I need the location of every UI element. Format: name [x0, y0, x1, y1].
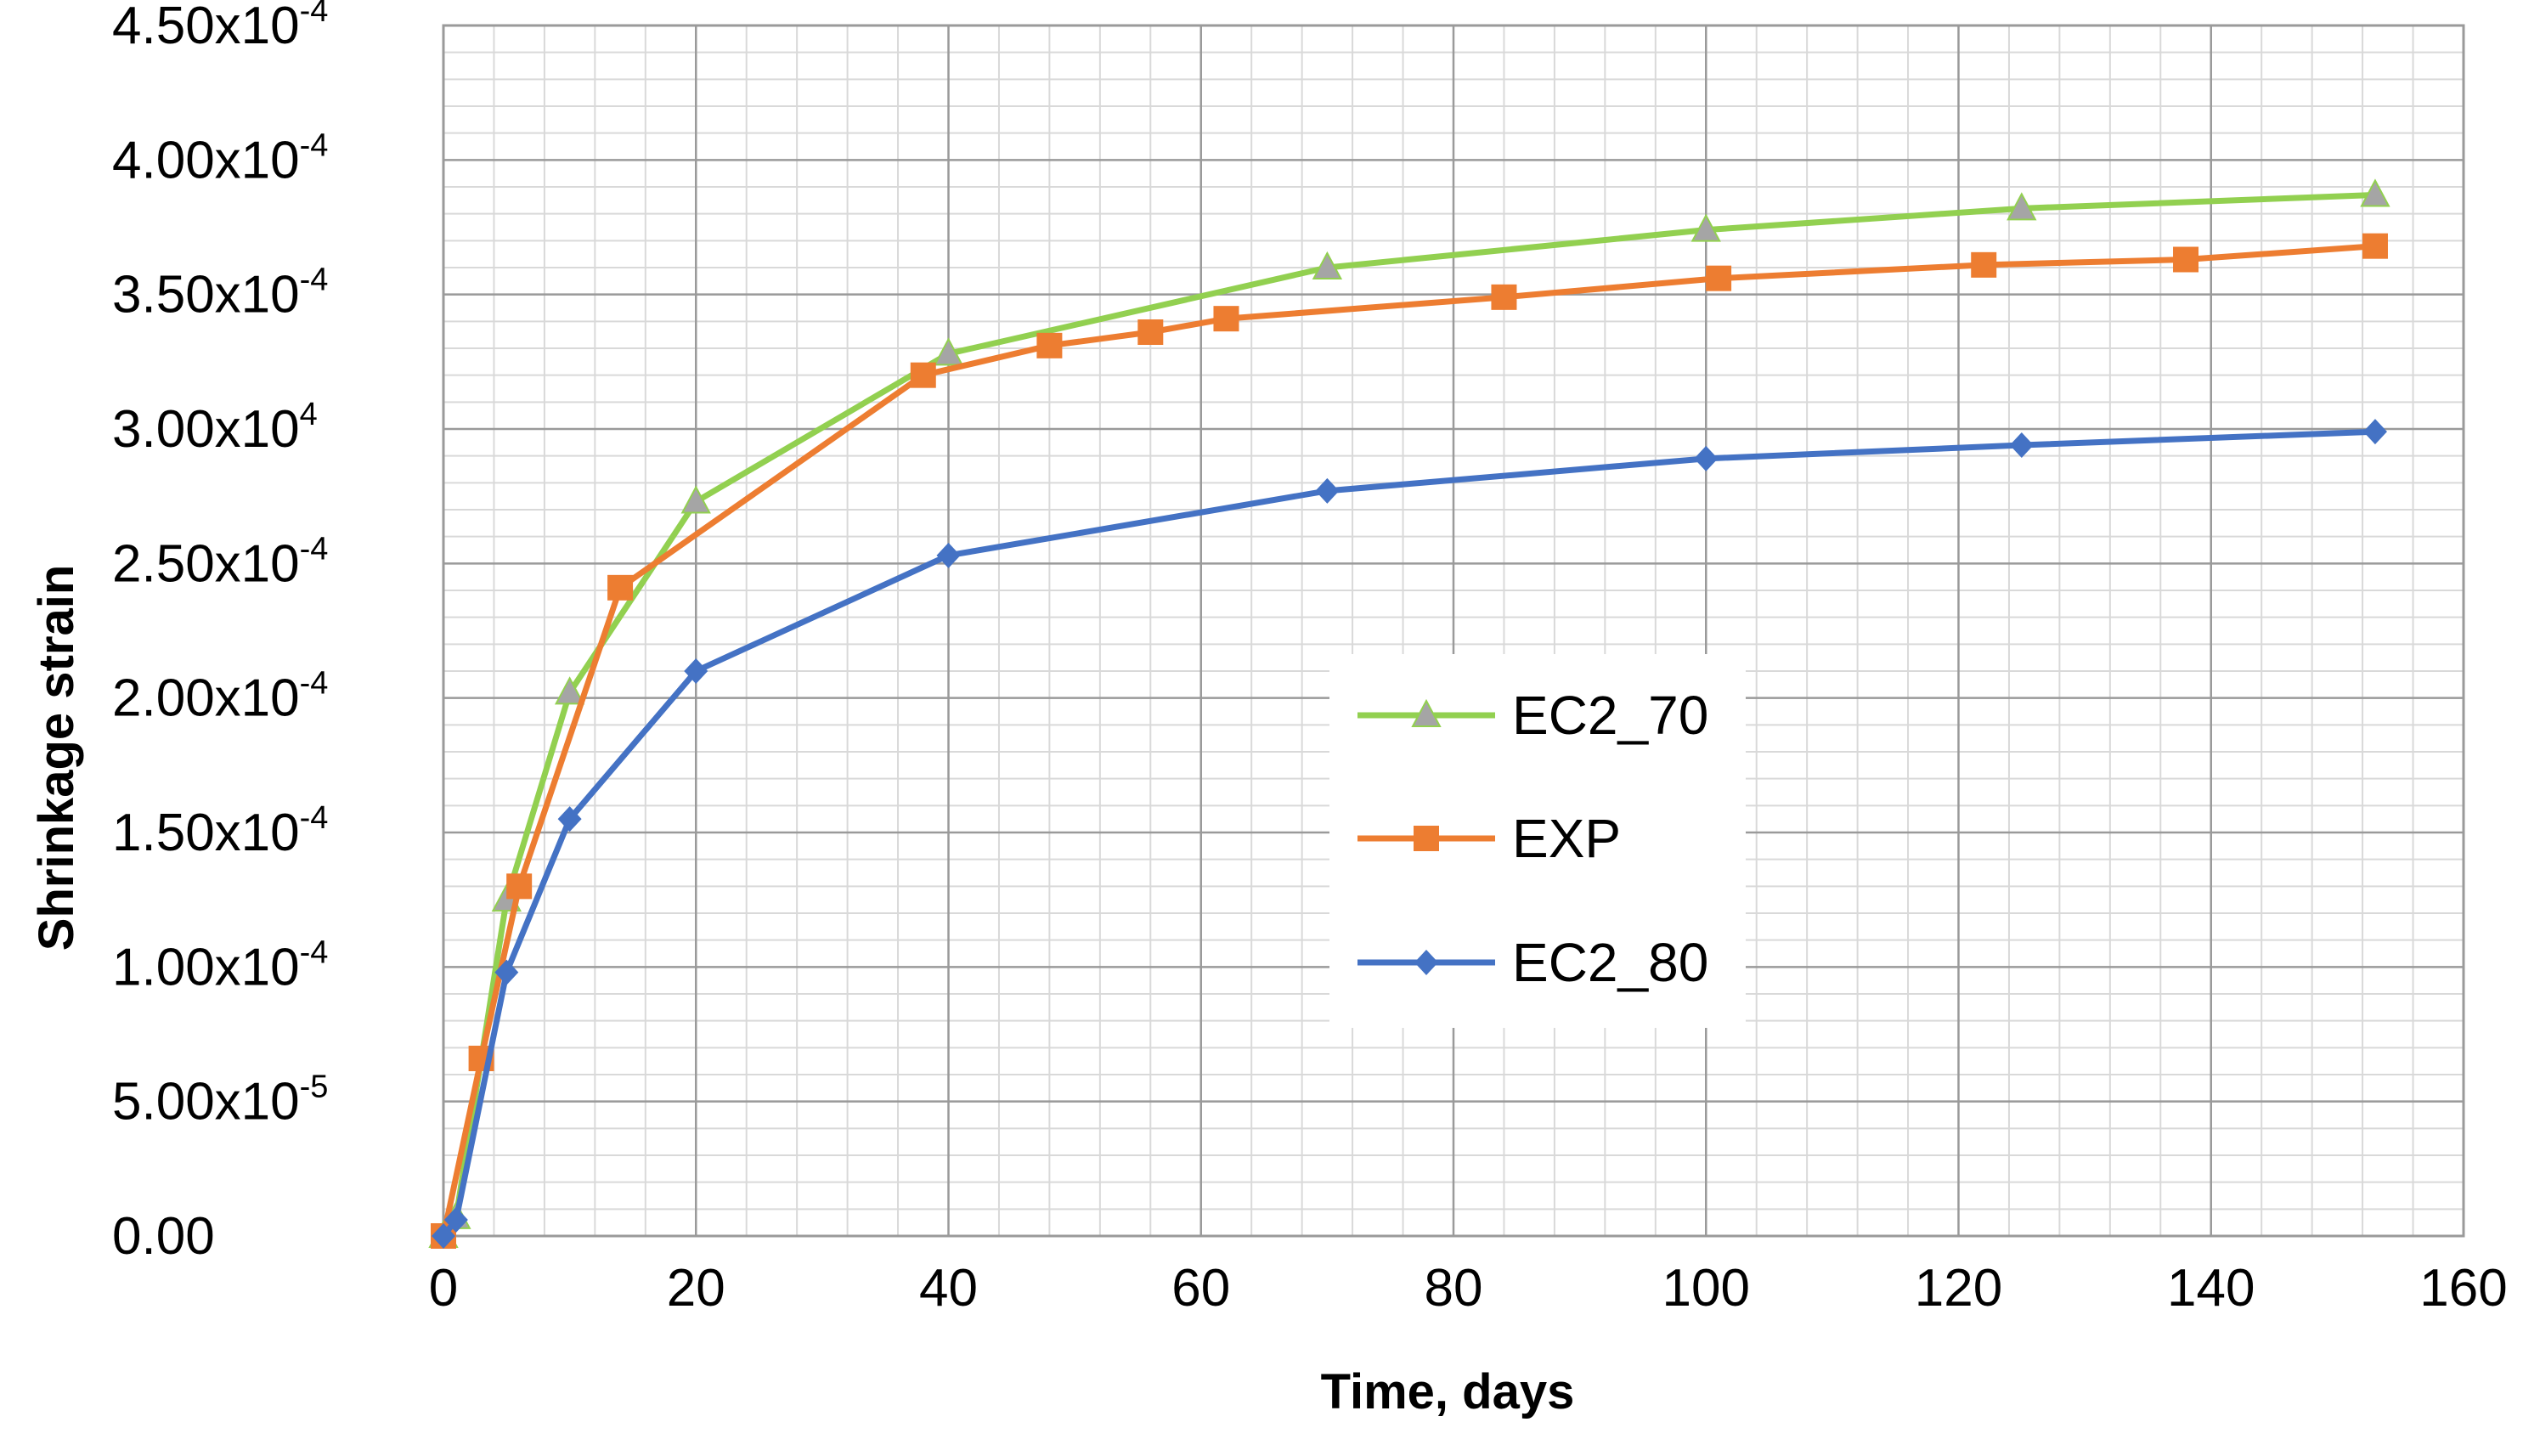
legend-swatch-marker — [1414, 950, 1438, 975]
data-point-exp — [1706, 265, 1732, 291]
data-point-ec2-70 — [680, 485, 711, 514]
data-point-ec2-80 — [936, 542, 961, 568]
data-point-ec2-80 — [2362, 419, 2387, 445]
x-tick-label: 80 — [1425, 1259, 1483, 1318]
legend-swatch-marker — [1411, 698, 1442, 727]
y-tick-label: 2.50x10-4 — [112, 531, 328, 593]
data-point-ec2-70 — [554, 676, 585, 705]
series-ec2-80 — [432, 419, 2387, 1249]
legend-item-ec2-70: EC2_70 — [1357, 685, 1708, 746]
y-tick-label: 2.00x10-4 — [112, 666, 328, 728]
series-layer — [428, 178, 2390, 1249]
data-point-ec2-80 — [684, 658, 708, 684]
legend-item-ec2-80: EC2_80 — [1357, 932, 1708, 993]
data-point-exp — [2362, 233, 2388, 259]
data-point-exp — [2173, 246, 2199, 273]
data-point-exp — [1213, 306, 1239, 332]
legend-swatch-marker — [1414, 826, 1439, 851]
y-tick-label: 0.00 — [112, 1207, 215, 1266]
data-point-ec2-80 — [2009, 432, 2034, 458]
data-point-exp — [1137, 319, 1164, 345]
data-point-ec2-70 — [2007, 192, 2037, 221]
legend: EC2_70 EXP EC2_80 — [1329, 654, 1746, 1028]
y-tick-label: 3.50x10-4 — [112, 262, 328, 324]
x-tick-label: 100 — [1662, 1259, 1750, 1318]
x-axis-ticks: 0 20 40 60 80 100 120 140 160 — [429, 1259, 2508, 1318]
data-point-ec2-70 — [2360, 178, 2390, 207]
legend-item-exp: EXP — [1357, 808, 1621, 869]
x-tick-label: 0 — [429, 1259, 458, 1318]
data-point-ec2-70 — [1312, 251, 1343, 279]
data-point-ec2-70 — [933, 337, 964, 366]
x-tick-label: 120 — [1915, 1259, 2002, 1318]
legend-label: EC2_80 — [1512, 932, 1708, 993]
data-point-exp — [607, 574, 634, 601]
y-axis-ticks: 0.00 5.00x10-5 1.00x10-4 1.50x10-4 2.00x10-4… — [112, 0, 328, 1266]
y-tick-label: 4.50x10-4 — [112, 0, 328, 55]
data-point-ec2-80 — [1694, 445, 1719, 471]
legend-label: EC2_70 — [1512, 685, 1708, 746]
x-tick-label: 60 — [1171, 1259, 1230, 1318]
y-tick-label: 1.00x10-4 — [112, 934, 328, 996]
data-point-ec2-80 — [1315, 477, 1340, 504]
x-tick-label: 40 — [919, 1259, 978, 1318]
y-tick-label: 3.00x104 — [112, 397, 318, 459]
data-point-exp — [1036, 332, 1063, 358]
x-tick-label: 140 — [2167, 1259, 2255, 1318]
data-point-exp — [910, 362, 936, 388]
data-point-ec2-80 — [432, 1223, 455, 1249]
x-tick-label: 20 — [667, 1259, 725, 1318]
y-tick-label: 4.00x10-4 — [112, 127, 328, 189]
y-axis-title: Shrinkage strain — [29, 565, 84, 951]
series-line-ec2-80 — [441, 428, 2376, 1239]
major-grid — [443, 25, 2464, 1236]
plot-area — [442, 24, 2465, 1238]
x-tick-label: 160 — [2419, 1259, 2507, 1318]
x-axis-title: Time, days — [1321, 1364, 1575, 1419]
data-point-exp — [1491, 284, 1517, 310]
data-point-ec2-70 — [1690, 213, 1721, 242]
data-point-ec2-80 — [557, 806, 582, 832]
y-tick-label: 5.00x10-5 — [112, 1069, 328, 1132]
data-point-exp — [506, 873, 533, 900]
data-point-ec2-80 — [494, 959, 519, 985]
legend-label: EXP — [1512, 808, 1621, 869]
data-point-ec2-80 — [443, 1207, 468, 1233]
y-tick-label: 1.50x10-4 — [112, 800, 328, 862]
data-point-exp — [1971, 251, 1997, 278]
